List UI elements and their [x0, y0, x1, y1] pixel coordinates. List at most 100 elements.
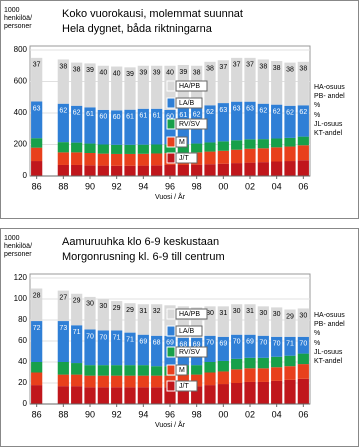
- bar-segment: [231, 369, 243, 383]
- legend-swatch: [166, 325, 176, 337]
- share-label: 69: [166, 340, 174, 347]
- share-label: 62: [259, 108, 267, 115]
- bar-segment: [177, 164, 189, 176]
- bar-segment: [137, 375, 149, 388]
- bar-segment: [217, 384, 229, 404]
- bar-segment: [217, 336, 229, 361]
- bar-segment: [71, 374, 83, 387]
- bar-segment: [71, 62, 83, 106]
- share-label: 69: [193, 342, 201, 349]
- share-label: 37: [233, 62, 241, 69]
- share-label: 62: [206, 109, 214, 116]
- bar-segment: [244, 334, 256, 358]
- share-label: 69: [219, 341, 227, 348]
- bar-segment: [244, 101, 256, 140]
- bar-segment: [271, 336, 283, 357]
- bar-segment: [97, 387, 109, 404]
- bar-segment: [84, 365, 96, 376]
- bar-segment: [151, 375, 163, 388]
- bar-segment: [151, 387, 163, 404]
- bar-segment: [151, 165, 163, 176]
- x-tick-label: 00: [218, 181, 228, 191]
- share-label: 38: [299, 66, 307, 73]
- bar-segment: [217, 103, 229, 142]
- bar-segment: [84, 107, 96, 144]
- x-tick-label: 86: [32, 409, 42, 419]
- bar-segment: [257, 381, 269, 404]
- x-tick-label: 00: [218, 409, 228, 419]
- bar-segment: [137, 153, 149, 166]
- bar-segment: [297, 364, 309, 379]
- annotation: PB- andel: [314, 93, 345, 100]
- bar-segment: [271, 138, 283, 148]
- bar-segment: [124, 303, 136, 333]
- legend-box: [175, 364, 188, 376]
- bar-segment: [57, 321, 69, 362]
- bar-segment: [284, 355, 296, 367]
- bar-segment: [71, 164, 83, 176]
- y-tick-label: 400: [14, 108, 28, 117]
- share-label: 70: [259, 340, 267, 347]
- bar-segment: [257, 368, 269, 382]
- legend-box: [175, 346, 208, 358]
- bar-segment: [31, 138, 43, 148]
- share-label: 61: [126, 114, 134, 121]
- y-tick-label: 200: [14, 140, 28, 149]
- bar-segment: [217, 360, 229, 372]
- legend-label: M: [179, 139, 185, 146]
- legend-label: LA/B: [179, 100, 195, 107]
- y-tick-label: 40: [18, 357, 27, 366]
- y-axis-label: 1000 henkilöä/personer: [4, 235, 32, 258]
- bar-segment: [271, 380, 283, 404]
- bar-segment: [97, 109, 109, 145]
- bar-segment: [71, 105, 83, 143]
- bar-segment: [31, 57, 43, 102]
- x-tick-label: 96: [165, 409, 175, 419]
- y-tick-label: 0: [23, 399, 28, 408]
- x-tick-label: 94: [138, 181, 148, 191]
- bar-segment: [177, 144, 189, 154]
- share-label: 28: [33, 292, 41, 299]
- x-tick-label: 90: [85, 181, 95, 191]
- bar-segment: [284, 146, 296, 162]
- bar-segment: [217, 306, 229, 337]
- legend-label: RV/SV: [179, 349, 200, 356]
- share-label: 30: [273, 311, 281, 318]
- annotation: JL-osuus: [314, 349, 343, 356]
- share-label: 71: [73, 329, 81, 336]
- share-label: 63: [233, 106, 241, 113]
- legend-swatch: [166, 118, 176, 130]
- bar-segment: [151, 65, 163, 109]
- bar-segment: [111, 165, 123, 176]
- share-label: 61: [179, 112, 187, 119]
- bar-segment: [164, 305, 176, 336]
- bar-segment: [151, 153, 163, 166]
- legend-label: RV/SV: [179, 121, 200, 128]
- bar-segment: [151, 144, 163, 154]
- share-label: 30: [99, 303, 107, 310]
- bar-segment: [284, 161, 296, 176]
- x-tick-label: 86: [32, 181, 42, 191]
- legend-swatch: [166, 80, 176, 92]
- annotation: KT-andel: [314, 130, 342, 137]
- share-label: 60: [166, 114, 174, 121]
- bar-segment: [204, 151, 216, 165]
- bar-segment: [137, 365, 149, 376]
- bar-segment: [244, 148, 256, 163]
- chart-subtitle: Morgonrusning kl. 6-9 till centrum: [62, 251, 225, 263]
- share-label: 32: [153, 308, 161, 315]
- share-label: 70: [299, 341, 307, 348]
- share-label: 31: [219, 310, 227, 317]
- chart-subtitle: Hela dygnet, båda riktningarna: [62, 23, 213, 35]
- bar-segment: [137, 165, 149, 176]
- share-label: 63: [246, 106, 254, 113]
- bar-segment: [297, 160, 309, 176]
- share-label: 38: [286, 66, 294, 73]
- bar-segment: [177, 306, 189, 338]
- x-tick-label: 06: [298, 181, 308, 191]
- share-label: 37: [33, 62, 41, 69]
- bar-segment: [231, 304, 243, 335]
- bar-segment: [257, 103, 269, 140]
- bar-segment: [204, 372, 216, 386]
- legend-box: [175, 308, 208, 320]
